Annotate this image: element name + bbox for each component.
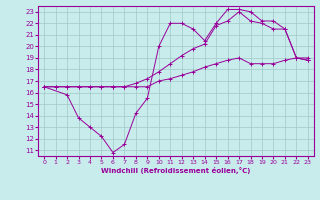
- X-axis label: Windchill (Refroidissement éolien,°C): Windchill (Refroidissement éolien,°C): [101, 167, 251, 174]
